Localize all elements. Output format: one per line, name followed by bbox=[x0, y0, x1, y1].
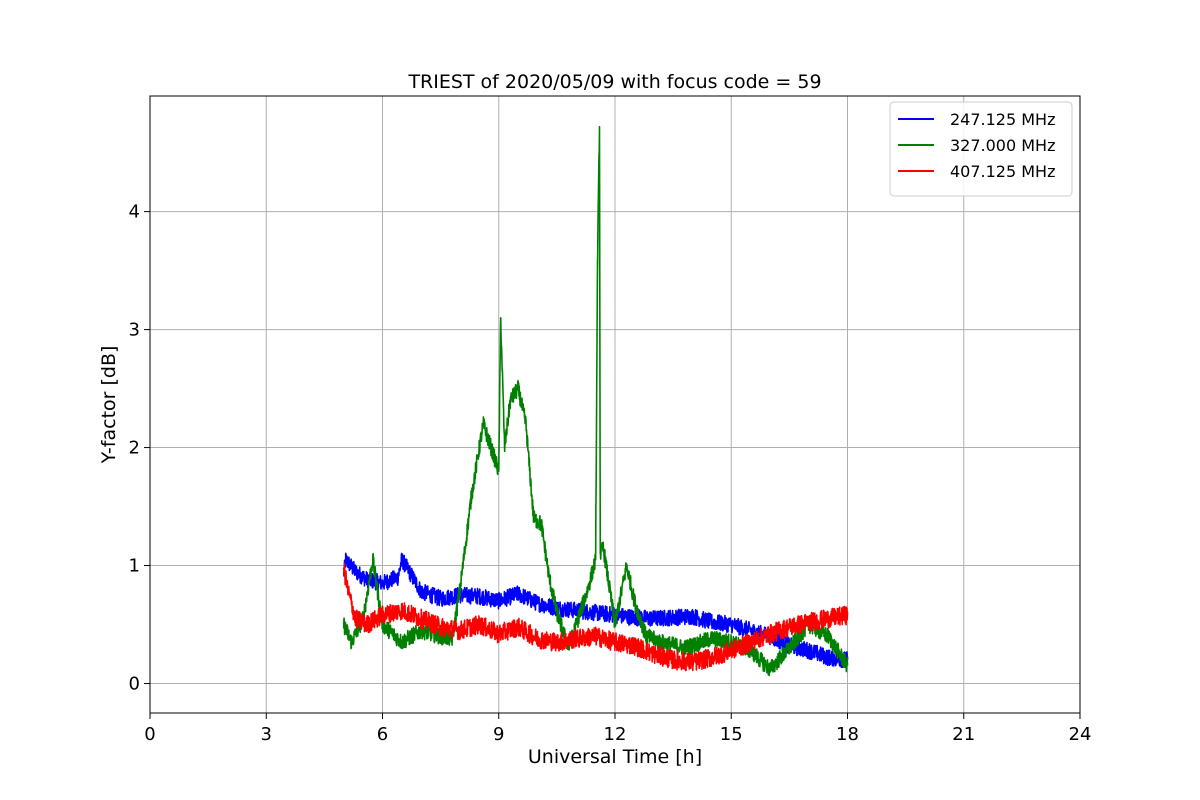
x-tick-label: 12 bbox=[604, 724, 627, 745]
y-tick-label: 0 bbox=[129, 674, 140, 695]
y-tick-label: 3 bbox=[129, 320, 140, 341]
y-axis-label: Y-factor [dB] bbox=[98, 346, 120, 465]
series-line-3 bbox=[342, 562, 849, 672]
legend-box bbox=[889, 101, 1073, 197]
x-tick-label: 18 bbox=[836, 724, 859, 745]
x-axis: 0 3 6 9 12 15 18 21 24 bbox=[144, 713, 1091, 745]
plot-area bbox=[342, 125, 849, 677]
legend-label: 247.125 MHz bbox=[950, 110, 1055, 129]
x-tick-label: 15 bbox=[720, 724, 743, 745]
y-tick-label: 4 bbox=[129, 202, 140, 223]
y-axis: 0 1 2 3 4 bbox=[129, 202, 150, 695]
legend-label: 407.125 MHz bbox=[950, 162, 1055, 181]
x-tick-label: 9 bbox=[493, 724, 504, 745]
x-tick-label: 21 bbox=[952, 724, 975, 745]
y-tick-label: 1 bbox=[129, 556, 140, 577]
chart-title: TRIEST of 2020/05/09 with focus code = 5… bbox=[407, 71, 821, 93]
x-tick-label: 24 bbox=[1069, 724, 1092, 745]
x-axis-label: Universal Time [h] bbox=[528, 746, 702, 768]
x-tick-label: 3 bbox=[261, 724, 272, 745]
y-tick-label: 2 bbox=[129, 438, 140, 459]
legend-label: 327.000 MHz bbox=[950, 136, 1055, 155]
series-line-2 bbox=[342, 125, 849, 677]
x-tick-label: 6 bbox=[377, 724, 388, 745]
x-tick-label: 0 bbox=[144, 724, 155, 745]
legend: 247.125 MHz 327.000 MHz 407.125 MHz bbox=[889, 101, 1073, 197]
